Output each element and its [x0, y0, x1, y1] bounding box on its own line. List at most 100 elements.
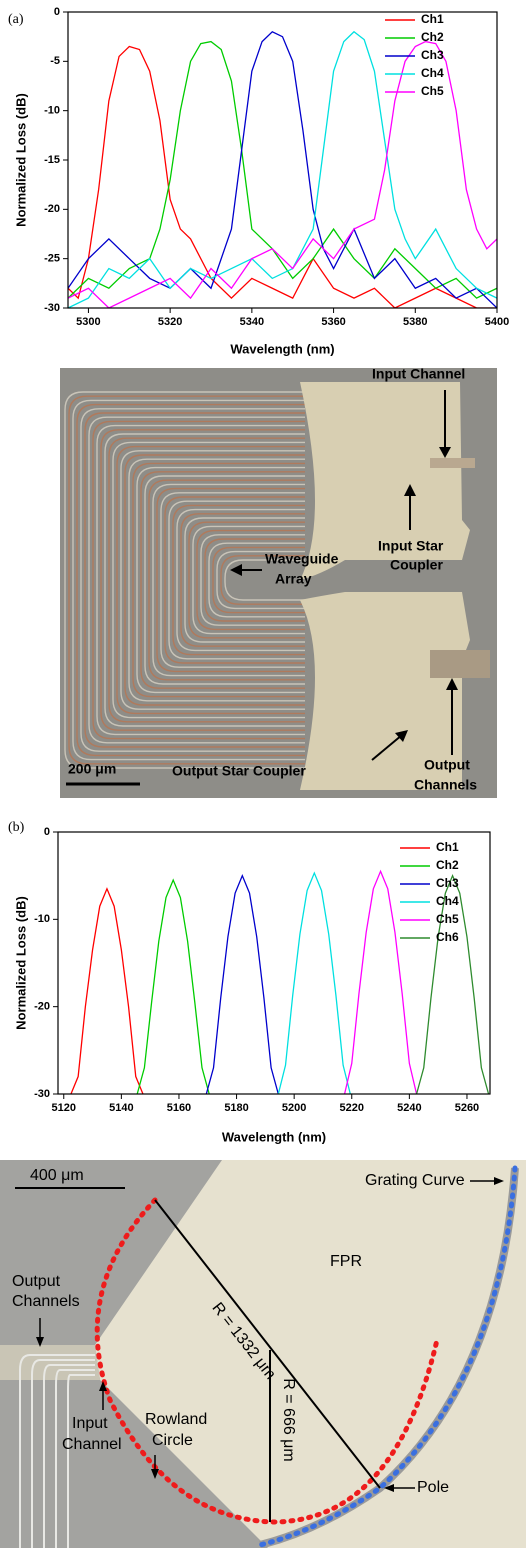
label: Channels — [12, 1293, 80, 1310]
label: Array — [275, 571, 312, 587]
y-tick-label: -15 — [44, 154, 60, 166]
waveguide — [84, 412, 305, 748]
label: Output — [12, 1273, 61, 1290]
panel-label: (b) — [8, 820, 25, 835]
waveguide — [108, 437, 305, 723]
waveguide — [88, 416, 305, 744]
waveguide — [72, 399, 305, 761]
legend-label: Ch2 — [421, 30, 444, 44]
legend-label: Ch5 — [421, 84, 444, 98]
x-tick-label: 5260 — [455, 1102, 479, 1114]
y-tick-label: -30 — [34, 1088, 50, 1100]
waveguide — [180, 513, 305, 647]
legend-label: Ch2 — [436, 858, 459, 872]
x-tick-label: 5200 — [282, 1102, 306, 1114]
x-tick-label: 5300 — [76, 316, 100, 328]
waveguide — [76, 403, 305, 757]
arrowhead — [384, 1484, 394, 1492]
x-tick-label: 5160 — [167, 1102, 191, 1114]
micrograph-echelle: 400 μm Grating Curve FPR R = 1332 μm R =… — [0, 1160, 526, 1549]
waveguide — [152, 483, 305, 677]
label: Channel — [62, 1436, 122, 1453]
waveguide — [64, 391, 305, 769]
label: FPR — [330, 1253, 362, 1270]
series-line — [205, 873, 279, 1094]
series-line — [68, 40, 497, 308]
x-tick-label: 5380 — [403, 316, 427, 328]
x-axis-label: Wavelength (nm) — [230, 341, 334, 356]
arrowhead — [395, 730, 408, 742]
y-tick-label: -25 — [44, 253, 60, 265]
waveguide — [192, 525, 305, 635]
label: Waveguide — [265, 551, 339, 567]
x-tick-label: 5340 — [240, 316, 264, 328]
waveguide — [168, 500, 305, 660]
y-tick-label: -10 — [44, 105, 60, 117]
waveguide — [100, 429, 305, 731]
waveguide — [104, 433, 305, 727]
plot-area — [68, 30, 497, 308]
waveguide — [212, 546, 305, 614]
series-line — [68, 45, 497, 308]
waveguide — [164, 496, 305, 664]
waveguide — [172, 504, 305, 656]
waveguide — [120, 450, 305, 710]
arrow — [371, 734, 403, 761]
y-tick-label: 0 — [44, 826, 50, 838]
waveguide — [224, 559, 305, 601]
legend-label: Ch3 — [436, 876, 459, 890]
arrowhead — [230, 564, 242, 576]
waveguide — [220, 555, 305, 605]
waveguide — [148, 479, 305, 681]
arrowhead — [446, 678, 458, 690]
waveguide — [176, 508, 305, 652]
series-line — [68, 30, 497, 308]
waveguide — [124, 454, 305, 706]
waveguide — [80, 408, 305, 752]
waveguide — [196, 529, 305, 631]
scale-bar-label: 400 μm — [30, 1167, 84, 1184]
label: Input Star — [378, 538, 444, 554]
y-tick-label: -20 — [44, 203, 60, 215]
label: Rowland — [145, 1411, 207, 1428]
waveguide — [204, 538, 305, 622]
label: Input — [72, 1415, 108, 1432]
waveguide-array — [64, 391, 305, 769]
output-channel-guides — [430, 650, 490, 678]
waveguide — [92, 420, 305, 740]
label: Output — [424, 757, 470, 773]
series-line — [415, 873, 490, 1094]
input-star-coupler — [300, 382, 470, 580]
x-tick-label: 5180 — [224, 1102, 248, 1114]
x-tick-label: 5400 — [485, 316, 509, 328]
x-tick-label: 5320 — [158, 316, 182, 328]
label: Input Channel — [372, 366, 465, 382]
y-axis-label: Normalized Loss (dB) — [13, 93, 28, 227]
plot-area — [70, 869, 490, 1094]
plot-frame — [57, 831, 491, 1095]
micrograph-awg: Input Channel Input Star Coupler Wavegui… — [60, 366, 497, 798]
waveguide — [208, 542, 305, 618]
series-line — [68, 30, 497, 308]
waveguide — [140, 471, 305, 689]
waveguide — [68, 395, 305, 765]
y-tick-label: -10 — [34, 913, 50, 925]
waveguide — [216, 550, 305, 610]
waveguide — [144, 475, 305, 685]
waveguide — [132, 462, 305, 698]
arrowhead — [99, 1381, 107, 1391]
legend-label: Ch5 — [436, 912, 459, 926]
y-tick-label: -20 — [34, 1001, 50, 1013]
x-tick-label: 5140 — [109, 1102, 133, 1114]
legend-label: Ch1 — [436, 840, 459, 854]
y-tick-label: 0 — [54, 6, 60, 18]
legend-label: Ch4 — [421, 66, 444, 80]
x-tick-label: 5360 — [321, 316, 345, 328]
label: Circle — [152, 1432, 193, 1449]
scale-bar-label: 200 μm — [68, 761, 116, 777]
waveguide — [112, 441, 305, 719]
input-channel-guide — [430, 458, 475, 468]
legend-label: Ch6 — [436, 930, 459, 944]
label: Pole — [417, 1479, 449, 1496]
y-tick-label: -30 — [44, 302, 60, 314]
